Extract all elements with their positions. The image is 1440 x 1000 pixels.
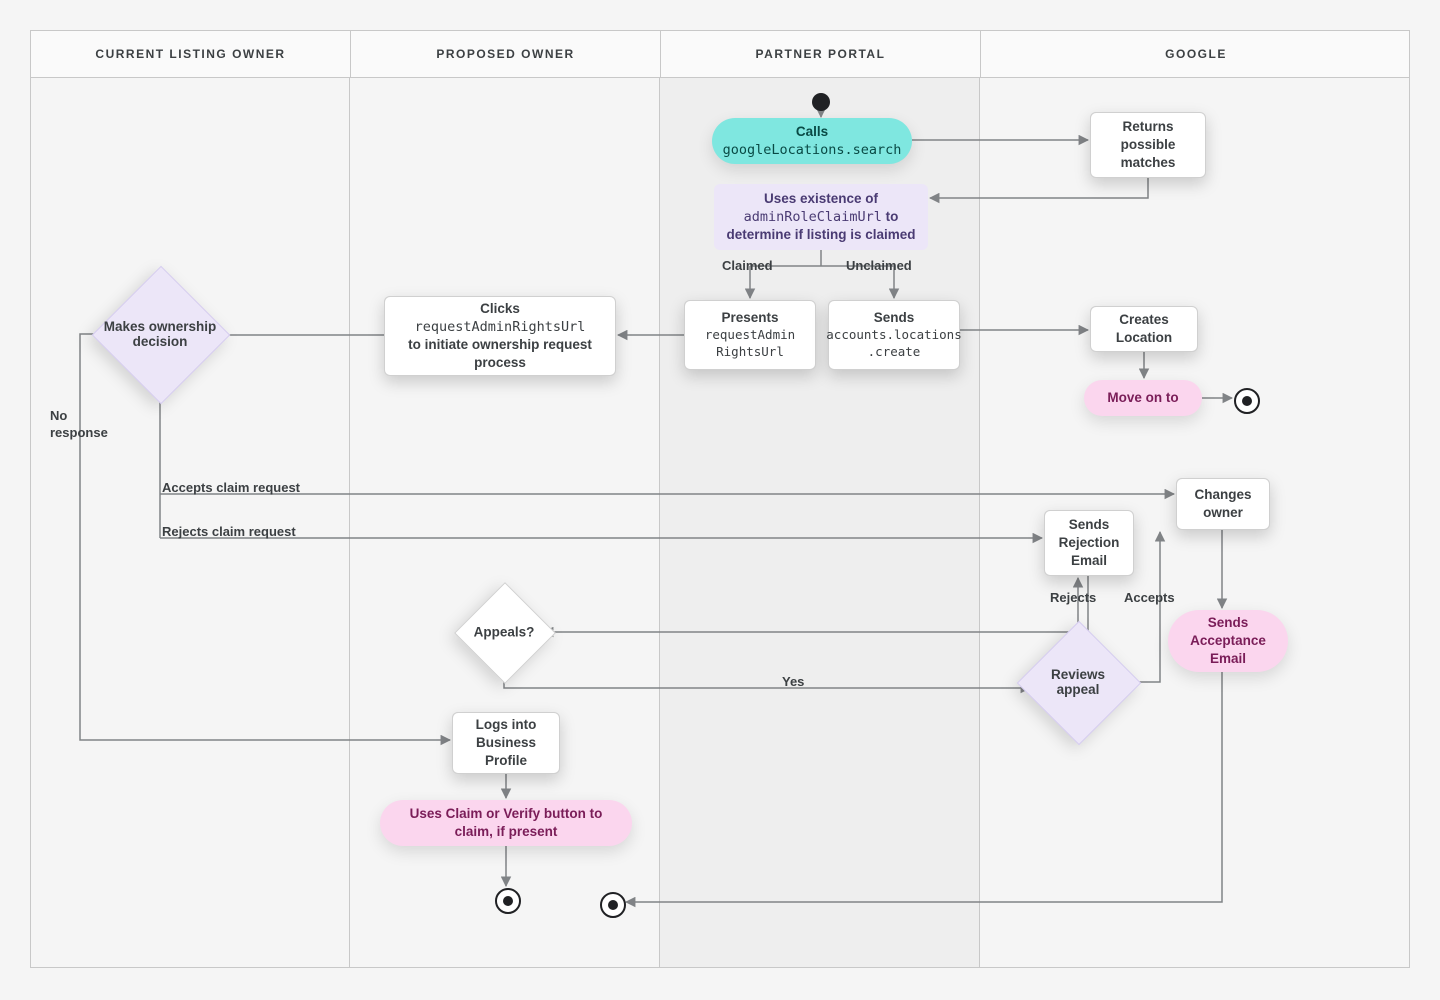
node-label: Appeals? bbox=[459, 625, 549, 640]
edge-label-rejects-request: Rejects claim request bbox=[162, 524, 296, 539]
node-creates-location: Creates Location bbox=[1090, 306, 1198, 352]
node-sends-rejection: Sends Rejection Email bbox=[1044, 510, 1134, 576]
final-node-move bbox=[1234, 388, 1260, 414]
node-code: requestAdminRightsUrl bbox=[705, 327, 795, 361]
node-text: Returns possible matches bbox=[1101, 118, 1195, 173]
node-text-bottom: to initiate ownership request process bbox=[395, 336, 605, 372]
node-text: Presents bbox=[721, 309, 778, 327]
node-label: Makes ownership decision bbox=[95, 319, 225, 349]
node-uses-claim: Uses Claim or Verify button to claim, if… bbox=[380, 800, 632, 846]
final-node-accept bbox=[600, 892, 626, 918]
edge-label-accepts: Accepts bbox=[1124, 590, 1175, 605]
node-text: Creates Location bbox=[1101, 311, 1187, 347]
initial-node bbox=[812, 93, 830, 111]
node-changes-owner: Changes owner bbox=[1176, 478, 1270, 530]
lane-header-owner: CURRENT LISTING OWNER bbox=[31, 31, 351, 77]
node-calls-search: Calls googleLocations.search bbox=[712, 118, 912, 164]
node-move-on: Move on to bbox=[1084, 380, 1202, 416]
node-label: Reviews appeal bbox=[1028, 667, 1128, 697]
node-text-bottom: determine if listing is claimed bbox=[726, 226, 915, 244]
node-sends-create: Sends accounts.locations.create bbox=[828, 300, 960, 370]
node-text: Calls bbox=[796, 123, 828, 141]
node-text: Logs into Business Profile bbox=[463, 716, 549, 771]
lane-header-proposed: PROPOSED OWNER bbox=[351, 31, 661, 77]
lane-body-owner bbox=[30, 78, 350, 968]
edge-label-no-response: Noresponse bbox=[50, 408, 130, 442]
edge-label-yes: Yes bbox=[782, 674, 804, 689]
node-text: Sends Acceptance Email bbox=[1178, 614, 1278, 669]
node-text-top: Uses existence of bbox=[764, 190, 878, 208]
node-returns-matches: Returns possible matches bbox=[1090, 112, 1206, 178]
node-text: Uses Claim or Verify button to claim, if… bbox=[390, 805, 622, 841]
node-code: requestAdminRightsUrl bbox=[415, 318, 586, 336]
node-uses-existence: Uses existence of adminRoleClaimUrl to d… bbox=[714, 184, 928, 250]
node-text: Sends Rejection Email bbox=[1055, 516, 1123, 571]
node-text: Changes owner bbox=[1187, 486, 1259, 522]
edge-label-unclaimed: Unclaimed bbox=[846, 258, 912, 273]
final-node-claim bbox=[495, 888, 521, 914]
node-sends-acceptance: Sends Acceptance Email bbox=[1168, 610, 1288, 672]
node-text-top: Clicks bbox=[480, 300, 520, 318]
lane-header-portal: PARTNER PORTAL bbox=[661, 31, 981, 77]
node-presents: Presents requestAdminRightsUrl bbox=[684, 300, 816, 370]
node-text: Move on to bbox=[1107, 389, 1178, 407]
node-text: Sends bbox=[874, 309, 915, 327]
node-code: accounts.locations.create bbox=[826, 327, 961, 361]
edge-label-rejects: Rejects bbox=[1050, 590, 1096, 605]
node-code: googleLocations.search bbox=[723, 141, 902, 159]
lane-header-google: GOOGLE bbox=[981, 31, 1411, 77]
lane-header-row: CURRENT LISTING OWNER PROPOSED OWNER PAR… bbox=[30, 30, 1410, 78]
edge-label-claimed: Claimed bbox=[722, 258, 773, 273]
node-logs-in: Logs into Business Profile bbox=[452, 712, 560, 774]
edge-label-accepts-request: Accepts claim request bbox=[162, 480, 300, 495]
swimlane-diagram: CURRENT LISTING OWNER PROPOSED OWNER PAR… bbox=[0, 0, 1440, 1000]
node-code: adminRoleClaimUrl bbox=[744, 209, 882, 225]
node-clicks-request: Clicks requestAdminRightsUrl to initiate… bbox=[384, 296, 616, 376]
